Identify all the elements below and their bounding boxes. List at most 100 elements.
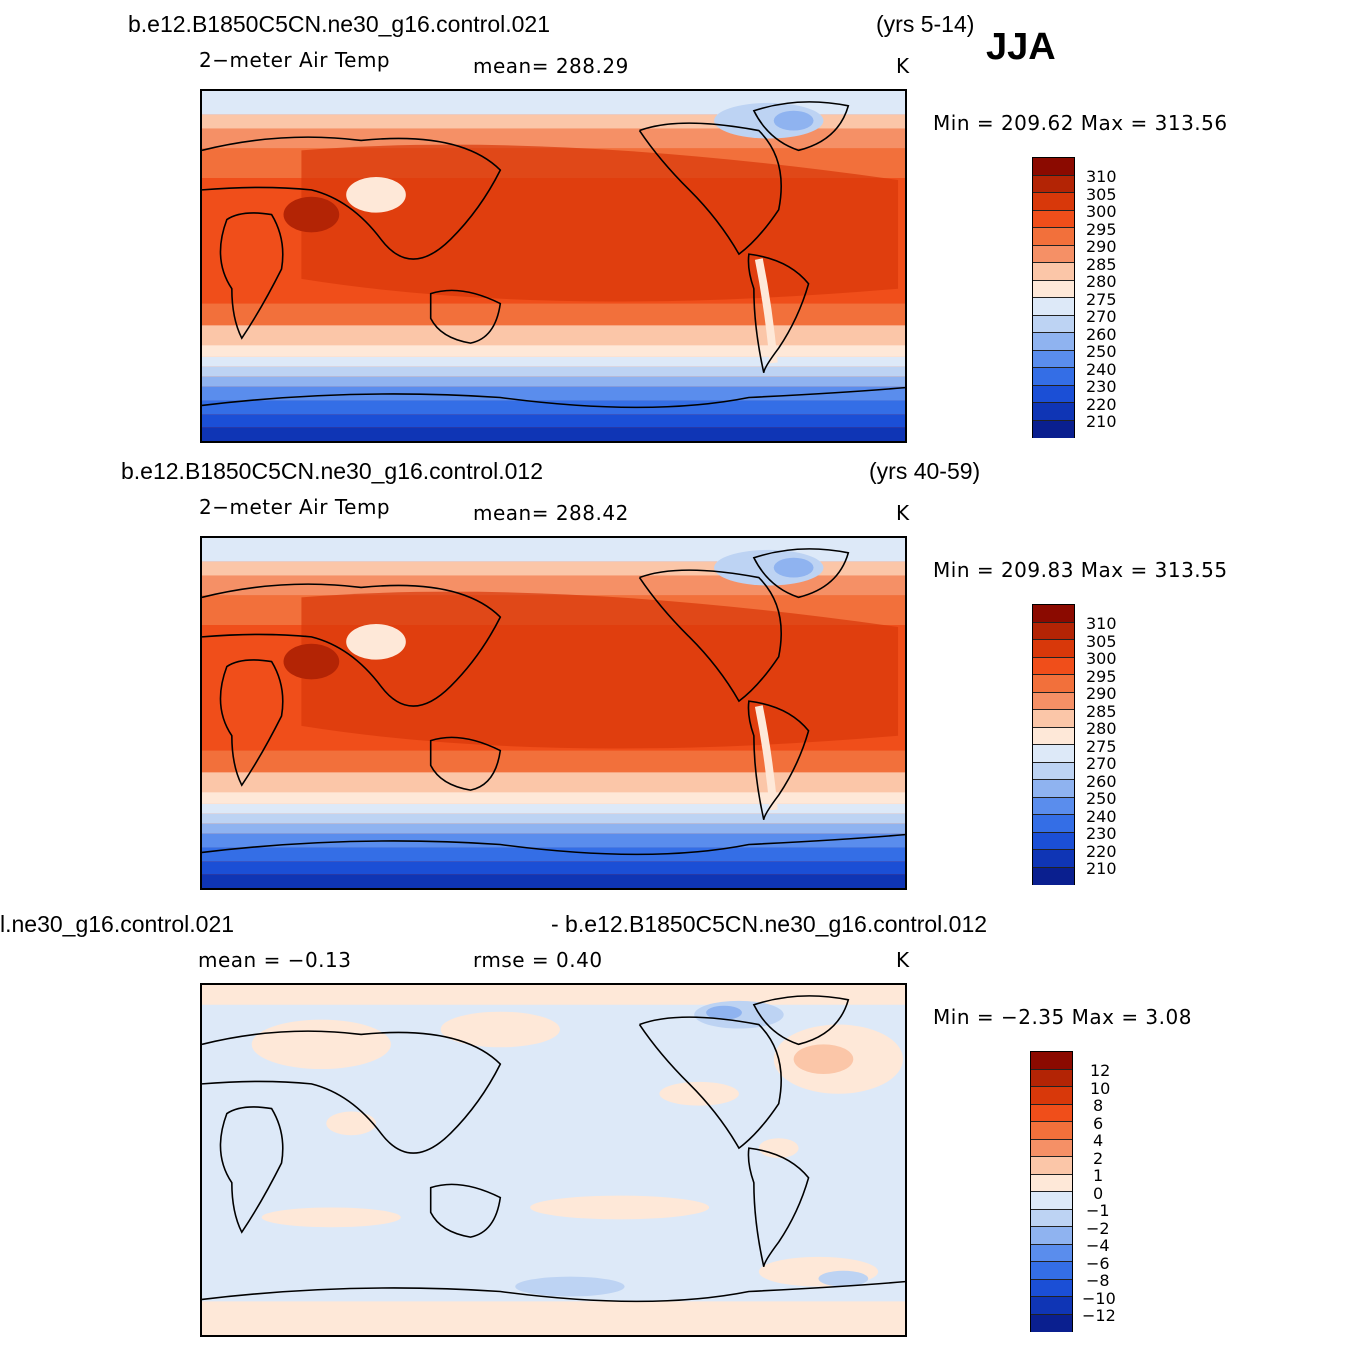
panel3-colorbar-swatch xyxy=(1031,1314,1072,1332)
panel3-case-name-left: l.ne30_g16.control.021 xyxy=(0,911,235,937)
colorbar-tick: 2 xyxy=(1093,1148,1104,1168)
colorbar-tick: 305 xyxy=(1086,184,1117,204)
colorbar-tick: 210 xyxy=(1086,859,1117,878)
panel3-colorbar-swatch xyxy=(1031,1192,1072,1210)
colorbar-tick: 10 xyxy=(1090,1078,1111,1098)
colorbar-tick: −4 xyxy=(1086,1236,1110,1255)
colorbar-tick: 6 xyxy=(1093,1113,1104,1133)
panel1-case-name: b.e12.B1850C5CN.ne30_g16.control.021 xyxy=(128,11,550,37)
colorbar-tick: 310 xyxy=(1086,167,1117,186)
panel1-colorbar-swatch xyxy=(1033,420,1074,438)
colorbar-tick: −2 xyxy=(1086,1218,1110,1238)
colorbar-tick: −10 xyxy=(1082,1288,1116,1308)
panel2-map xyxy=(200,536,907,890)
colorbar-tick: 300 xyxy=(1086,202,1117,221)
panel2-years: (yrs 40-59) xyxy=(869,458,981,484)
panel1-variable: 2−meter Air Temp xyxy=(199,48,391,72)
panel2-colorbar-swatch xyxy=(1033,640,1074,658)
panel2-colorbar-swatch xyxy=(1033,780,1074,798)
colorbar-tick: 295 xyxy=(1086,666,1117,686)
panel3-mean: mean = −0.13 xyxy=(198,948,352,972)
panel2-colorbar xyxy=(1032,604,1075,885)
panel1-colorbar-swatch xyxy=(1033,245,1074,263)
panel3-colorbar-swatch xyxy=(1031,1104,1072,1122)
colorbar-tick: 280 xyxy=(1086,719,1117,738)
panel3-colorbar-swatch xyxy=(1031,1139,1072,1157)
panel1-colorbar xyxy=(1032,157,1075,438)
panel3-colorbar-swatch xyxy=(1031,1174,1072,1192)
panel2-mean: mean= 288.42 xyxy=(473,501,629,525)
panel2-colorbar-swatch xyxy=(1033,867,1074,885)
panel2-colorbar-swatch xyxy=(1033,692,1074,710)
panel3-minmax: Min = −2.35 Max = 3.08 xyxy=(933,1005,1192,1029)
panel3-colorbar-swatch xyxy=(1031,1279,1072,1297)
panel3-colorbar-swatch xyxy=(1031,1227,1072,1245)
panel1-colorbar-swatch xyxy=(1033,385,1074,403)
colorbar-tick: 8 xyxy=(1093,1096,1104,1115)
colorbar-tick: 240 xyxy=(1086,806,1117,826)
panel3-colorbar-swatch xyxy=(1031,1052,1072,1070)
colorbar-tick: 1 xyxy=(1093,1166,1104,1185)
panel2-colorbar-swatch xyxy=(1033,797,1074,815)
panel3-colorbar-swatch xyxy=(1031,1122,1072,1140)
panel1-colorbar-swatch xyxy=(1033,263,1074,281)
panel3-colorbar-swatch xyxy=(1031,1209,1072,1227)
colorbar-tick: 0 xyxy=(1093,1183,1104,1203)
panel3-colorbar-swatch xyxy=(1031,1297,1072,1315)
colorbar-tick: 270 xyxy=(1086,754,1117,773)
panel2-colorbar-swatch xyxy=(1033,710,1074,728)
colorbar-tick: 310 xyxy=(1086,614,1117,633)
panel2-colorbar-swatch xyxy=(1033,762,1074,780)
colorbar-tick: 290 xyxy=(1086,684,1117,703)
colorbar-tick: 290 xyxy=(1086,237,1117,256)
panel3-colorbar-swatch xyxy=(1031,1087,1072,1105)
panel2-colorbar-swatch xyxy=(1033,727,1074,745)
colorbar-tick: 275 xyxy=(1086,736,1117,756)
colorbar-tick: 230 xyxy=(1086,824,1117,843)
colorbar-tick: 305 xyxy=(1086,631,1117,651)
panel1-colorbar-swatch xyxy=(1033,193,1074,211)
panel3-colorbar-swatch xyxy=(1031,1069,1072,1087)
panel2-colorbar-swatch xyxy=(1033,675,1074,693)
panel2-colorbar-swatch xyxy=(1033,850,1074,868)
panel3-colorbar-swatch xyxy=(1031,1157,1072,1175)
panel1-colorbar-swatch xyxy=(1033,368,1074,386)
panel3-case-name-right: - b.e12.B1850C5CN.ne30_g16.control.012 xyxy=(551,911,988,937)
panel1-colorbar-swatch xyxy=(1033,350,1074,368)
panel3-difference-map xyxy=(200,983,907,1337)
panel2-colorbar-swatch xyxy=(1033,622,1074,640)
colorbar-tick: 240 xyxy=(1086,359,1117,379)
colorbar-tick: 4 xyxy=(1093,1131,1104,1150)
panel2-colorbar-swatch xyxy=(1033,815,1074,833)
panel1-colorbar-swatch xyxy=(1033,228,1074,246)
panel1-colorbar-swatch xyxy=(1033,298,1074,316)
colorbar-tick: 275 xyxy=(1086,289,1117,309)
colorbar-tick: 220 xyxy=(1086,394,1117,414)
colorbar-tick: 285 xyxy=(1086,254,1117,274)
panel3-units: K xyxy=(896,948,910,972)
panel1-colorbar-swatch xyxy=(1033,333,1074,351)
panel2-colorbar-swatch xyxy=(1033,745,1074,763)
colorbar-tick: 260 xyxy=(1086,771,1117,791)
colorbar-tick: 230 xyxy=(1086,377,1117,396)
season-label: JJA xyxy=(986,26,1056,68)
panel1-colorbar-swatch xyxy=(1033,315,1074,333)
panel3-colorbar-swatch xyxy=(1031,1262,1072,1280)
colorbar-tick: 280 xyxy=(1086,272,1117,291)
panel2-colorbar-swatch xyxy=(1033,832,1074,850)
panel1-years: (yrs 5-14) xyxy=(876,11,975,37)
panel1-mean: mean= 288.29 xyxy=(473,54,629,78)
colorbar-tick: 260 xyxy=(1086,324,1117,344)
colorbar-tick: 295 xyxy=(1086,219,1117,239)
colorbar-tick: 12 xyxy=(1090,1061,1111,1080)
panel2-minmax: Min = 209.83 Max = 313.55 xyxy=(933,558,1228,582)
panel2-colorbar-swatch xyxy=(1033,657,1074,675)
panel1-map xyxy=(200,89,907,443)
panel2-case-name: b.e12.B1850C5CN.ne30_g16.control.012 xyxy=(121,458,543,484)
colorbar-tick: 210 xyxy=(1086,412,1117,431)
colorbar-tick: −12 xyxy=(1082,1306,1116,1325)
colorbar-tick: 250 xyxy=(1086,342,1117,361)
colorbar-tick: 270 xyxy=(1086,307,1117,326)
colorbar-tick: −1 xyxy=(1086,1201,1110,1220)
panel1-colorbar-swatch xyxy=(1033,158,1074,176)
